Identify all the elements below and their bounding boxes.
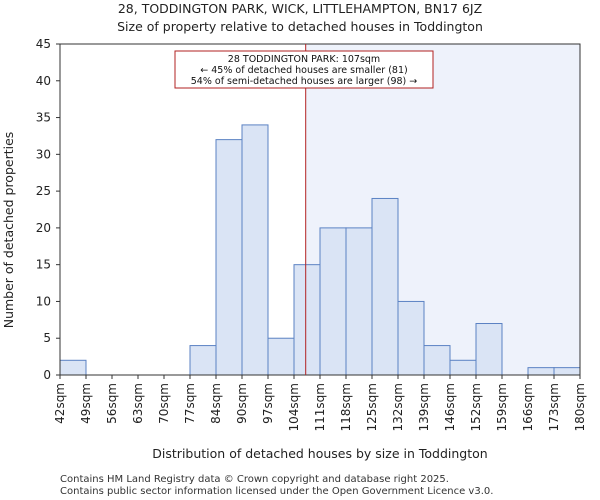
chart-title-line2: Size of property relative to detached ho…: [117, 19, 483, 34]
bar-139sqm: [423, 345, 451, 376]
bar-42sqm: [59, 359, 87, 376]
annotation-box: [174, 50, 434, 89]
footer-line1: Contains HM Land Registry data © Crown c…: [60, 474, 449, 485]
bar-111sqm: [319, 227, 347, 376]
x-tick-label: 132sqm: [391, 383, 405, 431]
bar-104sqm: [293, 264, 321, 376]
footer-line2: Contains public sector information licen…: [60, 486, 493, 497]
y-tick-label: 5: [43, 331, 51, 345]
y-tick-label: 10: [36, 294, 51, 308]
bars-group: [59, 124, 581, 376]
x-tick-label: 63sqm: [131, 383, 145, 424]
x-tick-label: 56sqm: [105, 383, 119, 424]
x-axis: 42sqm 49sqm 56sqm 63sqm 70sqm 77sqm 84sqm 90sqm…: [53, 375, 587, 431]
bar-77sqm: [189, 345, 217, 376]
bar-118sqm: [345, 227, 373, 376]
bar-84sqm: [215, 139, 243, 376]
annotation-line2: ← 45% of detached houses are smaller (81…: [200, 65, 407, 76]
x-tick-label: 166sqm: [521, 383, 535, 431]
annotation-line1: 28 TODDINGTON PARK: 107sqm: [228, 54, 380, 65]
y-tick-label: 15: [36, 258, 51, 272]
bar-132sqm: [397, 300, 425, 376]
bar-90sqm: [241, 124, 269, 376]
bar-97sqm: [267, 337, 295, 376]
x-tick-label: 159sqm: [495, 383, 509, 431]
bar-166sqm: [527, 367, 555, 376]
chart-title-line1: 28, TODDINGTON PARK, WICK, LITTLEHAMPTON…: [118, 1, 482, 16]
bar-125sqm: [371, 197, 399, 376]
x-tick-label: 97sqm: [261, 383, 275, 424]
x-tick-label: 49sqm: [79, 383, 93, 424]
y-tick-label: 20: [36, 221, 51, 235]
x-tick-label: 70sqm: [157, 383, 171, 424]
annotation-line3: 54% of semi-detached houses are larger (…: [191, 76, 418, 87]
bar-152sqm: [475, 323, 503, 376]
y-tick-label: 40: [36, 74, 51, 88]
x-tick-label: 77sqm: [183, 383, 197, 424]
y-tick-label: 25: [36, 184, 51, 198]
bar-173sqm: [553, 367, 581, 376]
x-tick-label: 180sqm: [573, 383, 587, 431]
x-tick-label: 173sqm: [547, 383, 561, 431]
x-tick-label: 146sqm: [443, 383, 457, 431]
y-tick-label: 35: [36, 111, 51, 125]
y-tick-label: 30: [36, 147, 51, 161]
y-axis-label: Number of detached properties: [1, 132, 16, 329]
x-tick-label: 42sqm: [53, 383, 67, 424]
x-tick-label: 90sqm: [235, 383, 249, 424]
x-tick-label: 152sqm: [469, 383, 483, 431]
x-tick-label: 111sqm: [313, 383, 327, 431]
y-tick-label: 45: [36, 37, 51, 51]
x-tick-label: 118sqm: [339, 383, 353, 431]
x-tick-label: 104sqm: [287, 383, 301, 431]
bar-146sqm: [449, 359, 477, 376]
y-axis: 0 5 10 15 20 25 30 35 40 45: [36, 37, 60, 382]
y-tick-label: 0: [43, 368, 51, 382]
x-tick-label: 139sqm: [417, 383, 431, 431]
x-axis-label: Distribution of detached houses by size …: [152, 446, 487, 461]
x-tick-label: 84sqm: [209, 383, 223, 424]
x-tick-label: 125sqm: [365, 383, 379, 431]
